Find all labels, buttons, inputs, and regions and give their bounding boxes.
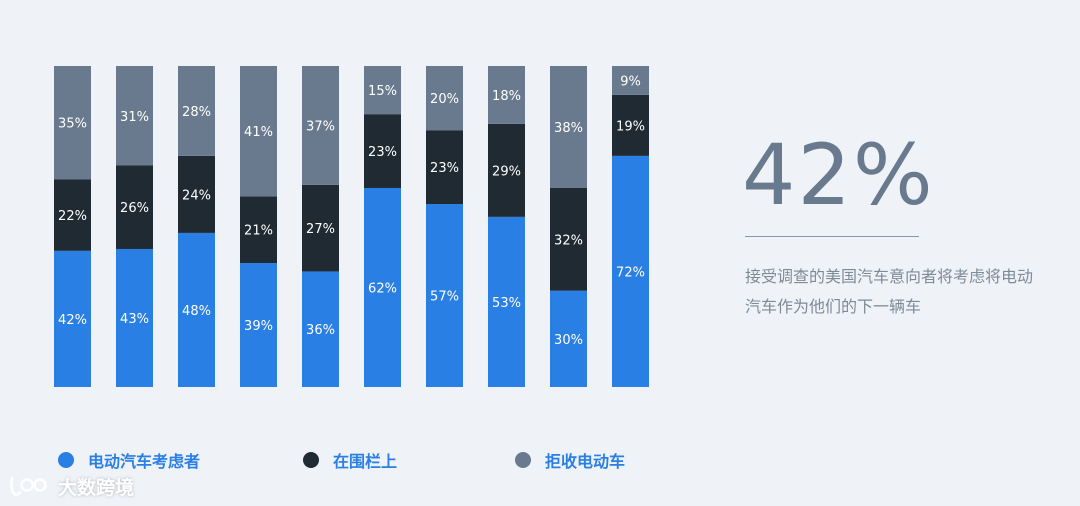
data-label: 31% — [120, 110, 149, 125]
legend-item-on-the-fence: 在围栏上 — [303, 448, 397, 472]
legend-label-on-the-fence: 在围栏上 — [333, 452, 398, 471]
stacked-bar-chart: 42% 22% 35% 43% 26% 31% 48% 24% 28% 39% 21% 41% 36% 2… — [54, 66, 649, 387]
data-label: 18% — [492, 89, 521, 104]
data-label: 43% — [120, 312, 149, 327]
bar-segment — [364, 114, 401, 188]
data-label: 27% — [306, 222, 335, 237]
legend-item-ev-considerers: 电动汽车考虑者 — [58, 448, 200, 472]
bar-segment — [426, 66, 463, 131]
bar-segment — [116, 248, 153, 387]
legend-item-ev-rejecters: 拒收电动车 — [515, 448, 625, 472]
watermark-logo-icon — [10, 476, 47, 496]
legend-label-ev-rejecters: 拒收电动车 — [545, 452, 626, 471]
data-label: 32% — [554, 233, 583, 248]
bar-segment — [612, 94, 649, 156]
data-label: 36% — [306, 323, 335, 338]
bar-segment — [612, 66, 649, 95]
data-label: 26% — [120, 201, 149, 216]
data-label: 48% — [182, 304, 211, 319]
bar-segment — [240, 196, 277, 264]
bar-segment — [550, 187, 587, 291]
data-label: 41% — [244, 125, 273, 140]
bar-segment — [426, 130, 463, 205]
bar-segment — [116, 165, 153, 249]
data-label: 28% — [182, 105, 211, 120]
data-label: 22% — [58, 209, 87, 224]
bar-segment — [364, 187, 401, 387]
data-label: 29% — [492, 164, 521, 179]
bar-segment — [240, 263, 277, 387]
bar-segment — [302, 184, 339, 272]
watermark-text: 大数跨境 — [58, 476, 135, 499]
bar-segment — [240, 66, 277, 197]
bar-segment — [426, 204, 463, 387]
data-label: 57% — [430, 290, 459, 305]
data-label: 30% — [554, 333, 583, 348]
data-label: 53% — [492, 296, 521, 311]
data-label: 21% — [244, 224, 273, 239]
bar-segment — [302, 66, 339, 185]
data-label: 9% — [620, 74, 641, 89]
bar-segment — [54, 250, 91, 387]
legend-swatch-ev-rejecters — [515, 452, 531, 468]
bar-segment — [302, 271, 339, 387]
data-label: 15% — [368, 84, 397, 99]
data-label: 38% — [554, 121, 583, 136]
legend-swatch-on-the-fence — [303, 452, 319, 468]
bar-segment — [488, 66, 525, 124]
data-label: 62% — [368, 281, 397, 296]
data-label: 39% — [244, 319, 273, 334]
bar-segment — [54, 179, 91, 251]
bar-segment — [488, 123, 525, 217]
bar-segment — [116, 66, 153, 166]
data-label: 35% — [58, 117, 87, 132]
bar-segment — [612, 155, 649, 387]
bar-segment — [178, 66, 215, 156]
bar-segment — [178, 155, 215, 233]
watermark: 大数跨境 — [8, 472, 134, 500]
data-label: 24% — [182, 188, 211, 203]
bar-segment — [550, 66, 587, 188]
stat-divider — [745, 236, 919, 237]
bar-segment — [364, 66, 401, 115]
bar-segment — [550, 290, 587, 387]
big-stat-value: 42% — [742, 126, 935, 224]
bar-segment — [488, 216, 525, 387]
data-label: 23% — [368, 145, 397, 160]
data-label: 19% — [616, 119, 645, 134]
data-label: 20% — [430, 92, 459, 107]
legend-swatch-ev-considerers — [58, 452, 74, 468]
bar-segment — [178, 232, 215, 387]
data-label: 72% — [616, 265, 645, 280]
data-label: 37% — [306, 119, 335, 134]
stat-description: 接受调查的美国汽车意向者将考虑将电动汽车作为他们的下一辆车 — [745, 267, 1034, 316]
bar-segment — [54, 66, 91, 180]
data-label: 42% — [58, 313, 87, 328]
legend-label-ev-considerers: 电动汽车考虑者 — [88, 452, 201, 471]
data-label: 23% — [430, 161, 459, 176]
